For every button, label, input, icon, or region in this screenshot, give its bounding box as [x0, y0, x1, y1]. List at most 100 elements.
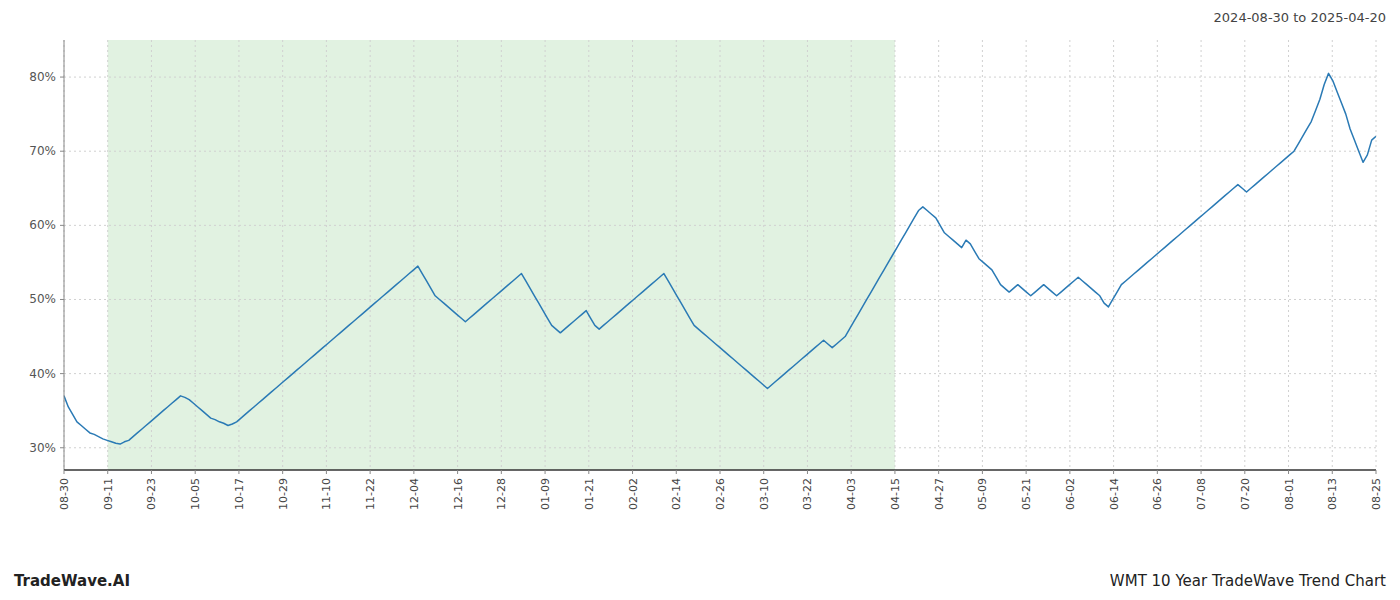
y-tick-label: 40%: [29, 367, 56, 381]
series: [64, 73, 1376, 444]
x-tick-label: 02-02: [627, 478, 640, 510]
x-tick: [1288, 470, 1289, 474]
grid-line-x: [1376, 40, 1377, 470]
x-tick: [1113, 470, 1114, 474]
x-tick-label: 05-09: [976, 478, 989, 510]
x-tick: [151, 470, 152, 474]
y-tick: [60, 151, 64, 152]
x-tick-label: 05-21: [1020, 478, 1033, 510]
x-tick: [676, 470, 677, 474]
x-tick: [1244, 470, 1245, 474]
y-tick-label: 80%: [29, 70, 56, 84]
grid-line-x: [1201, 40, 1202, 470]
x-tick: [326, 470, 327, 474]
x-tick: [64, 470, 65, 474]
grid-line-x: [894, 40, 895, 470]
axes: 30%40%50%60%70%80%08-3009-1109-2310-0510…: [29, 40, 1383, 510]
y-tick: [60, 299, 64, 300]
highlight-span: [108, 40, 895, 470]
grid-line-y: [64, 299, 1376, 300]
title: WMT 10 Year TradeWave Trend Chart: [1110, 572, 1386, 590]
grid-line-x: [326, 40, 327, 470]
x-tick: [1376, 470, 1377, 474]
grid-line-x: [370, 40, 371, 470]
grid-line-x: [1026, 40, 1027, 470]
x-tick-label: 03-10: [758, 478, 771, 510]
grid-line-y: [64, 447, 1376, 448]
x-tick-label: 01-21: [583, 478, 596, 510]
grid-line-x: [1113, 40, 1114, 470]
x-tick: [588, 470, 589, 474]
y-tick: [60, 225, 64, 226]
x-tick: [1332, 470, 1333, 474]
x-tick: [282, 470, 283, 474]
x-tick-label: 02-14: [670, 478, 683, 510]
grid-line-x: [938, 40, 939, 470]
y-tick: [60, 77, 64, 78]
x-tick-label: 09-11: [102, 478, 115, 510]
grid-line-x: [632, 40, 633, 470]
x-tick: [938, 470, 939, 474]
x-tick-label: 11-10: [320, 478, 333, 510]
x-tick: [545, 470, 546, 474]
x-tick: [1157, 470, 1158, 474]
y-tick-label: 70%: [29, 144, 56, 158]
x-tick-label: 07-08: [1195, 478, 1208, 510]
x-tick-label: 04-03: [845, 478, 858, 510]
x-tick-label: 09-23: [145, 478, 158, 510]
grid-line-x: [501, 40, 502, 470]
line: [64, 73, 1376, 444]
grid-line-x: [1069, 40, 1070, 470]
x-tick-label: 01-09: [539, 478, 552, 510]
grid-line-x: [238, 40, 239, 470]
x-tick-label: 06-14: [1108, 478, 1121, 510]
x-tick: [107, 470, 108, 474]
x-tick-label: 08-01: [1283, 478, 1296, 510]
grid-line-x: [588, 40, 589, 470]
grid-line-x: [107, 40, 108, 470]
x-tick-label: 11-22: [364, 478, 377, 510]
grid-line-x: [1244, 40, 1245, 470]
x-tick-label: 12-04: [408, 478, 421, 510]
x-tick-label: 06-26: [1151, 478, 1164, 510]
grid: [64, 40, 1376, 470]
x-tick: [370, 470, 371, 474]
grid-line-x: [851, 40, 852, 470]
x-tick-label: 07-20: [1239, 478, 1252, 510]
grid-line-x: [807, 40, 808, 470]
x-tick: [982, 470, 983, 474]
x-tick-label: 04-15: [889, 478, 902, 510]
y-tick-label: 30%: [29, 441, 56, 455]
x-tick: [1026, 470, 1027, 474]
x-tick: [501, 470, 502, 474]
y-tick-label: 50%: [29, 292, 56, 306]
x-tick: [1201, 470, 1202, 474]
x-tick: [894, 470, 895, 474]
x-tick-label: 04-27: [933, 478, 946, 510]
grid-line-x: [457, 40, 458, 470]
x-tick: [195, 470, 196, 474]
grid-line-x: [413, 40, 414, 470]
grid-line-x: [763, 40, 764, 470]
x-tick-label: 10-17: [233, 478, 246, 510]
x-tick-label: 12-28: [495, 478, 508, 510]
subtitle: 2024-08-30 to 2025-04-20: [1214, 10, 1386, 25]
x-tick-label: 02-26: [714, 478, 727, 510]
x-tick-label: 12-16: [452, 478, 465, 510]
x-tick: [763, 470, 764, 474]
grid-line-x: [1288, 40, 1289, 470]
plot-area: [108, 40, 895, 470]
x-tick-label: 08-25: [1370, 478, 1383, 510]
grid-line-x: [982, 40, 983, 470]
y-tick: [60, 447, 64, 448]
grid-line-x: [545, 40, 546, 470]
x-tick: [632, 470, 633, 474]
chart: 30%40%50%60%70%80%08-3009-1109-2310-0510…: [0, 0, 1400, 600]
grid-line-x: [676, 40, 677, 470]
x-tick: [457, 470, 458, 474]
grid-line-x: [282, 40, 283, 470]
y-tick-label: 60%: [29, 218, 56, 232]
grid-line-x: [151, 40, 152, 470]
x-tick: [851, 470, 852, 474]
x-tick-label: 10-05: [189, 478, 202, 510]
